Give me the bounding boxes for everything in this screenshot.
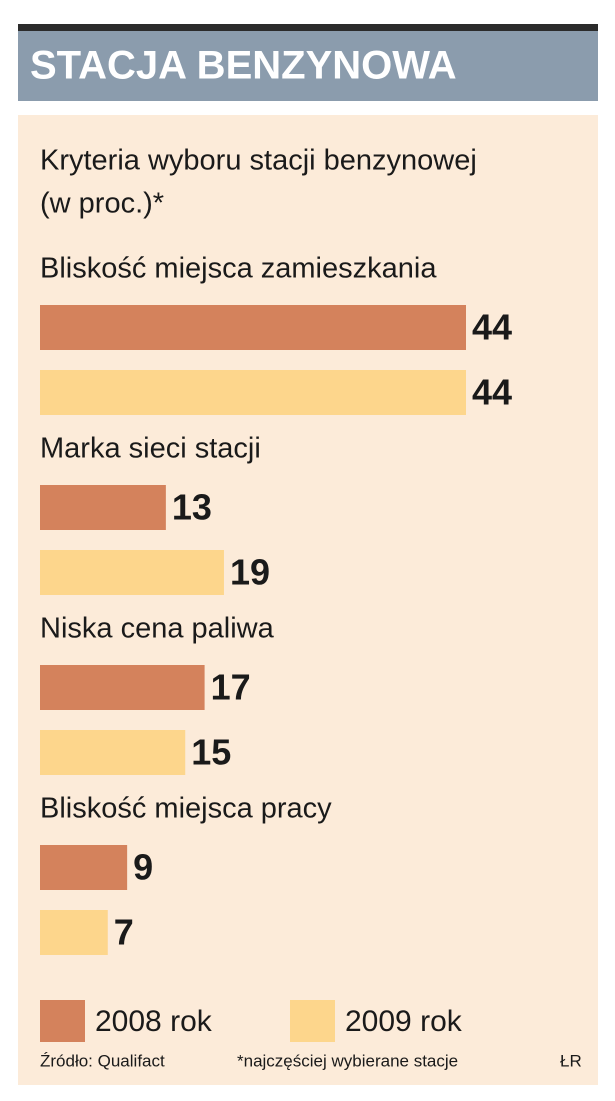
bar: [40, 845, 128, 890]
bar: [40, 910, 108, 955]
subtitle: (w proc.)*: [40, 188, 164, 220]
value-label: 9: [133, 847, 153, 888]
note: *najczęściej wybierane stacje: [237, 1051, 458, 1070]
value-label: 15: [191, 732, 231, 773]
bar: [40, 550, 224, 595]
category-label: Niska cena paliwa: [40, 613, 275, 645]
bar: [40, 305, 466, 350]
value-label: 7: [114, 912, 134, 953]
legend-label: 2008 rok: [95, 1005, 213, 1038]
value-label: 44: [472, 307, 512, 348]
bar: [40, 370, 466, 415]
source: Źródło: Qualifact: [40, 1051, 165, 1070]
bar: [40, 485, 166, 530]
credit: ŁR: [560, 1051, 582, 1070]
header-band: [18, 31, 598, 101]
header-rule: [18, 24, 598, 31]
bar: [40, 730, 186, 775]
legend-swatch: [40, 1000, 85, 1042]
bar: [40, 665, 205, 710]
category-label: Bliskość miejsca pracy: [40, 793, 332, 825]
legend-swatch: [290, 1000, 335, 1042]
category-label: Marka sieci stacji: [40, 433, 261, 465]
legend-label: 2009 rok: [345, 1005, 463, 1038]
value-label: 19: [230, 552, 270, 593]
value-label: 17: [211, 667, 251, 708]
value-label: 44: [472, 372, 512, 413]
subtitle: Kryteria wyboru stacji benzynowej: [40, 145, 477, 177]
chart-title: STACJA BENZYNOWA: [30, 44, 457, 88]
category-label: Bliskość miejsca zamieszkania: [40, 253, 437, 285]
panel: [18, 115, 598, 1085]
value-label: 13: [172, 487, 212, 528]
